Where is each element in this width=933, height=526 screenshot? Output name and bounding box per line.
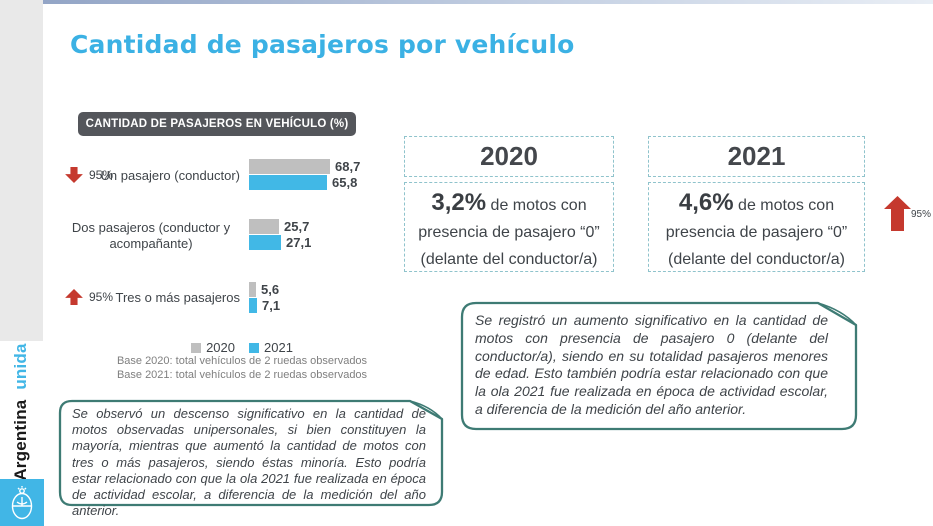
panel-2021-body: 4,6% de motos con presencia de pasajero … xyxy=(648,182,865,272)
bar-row: 68,7 xyxy=(249,159,360,174)
significance-row1: 95% xyxy=(65,167,113,183)
bar-row: 7,1 xyxy=(249,298,280,313)
base-note-2020: Base 2020: total vehículos de 2 ruedas o… xyxy=(116,355,368,367)
callout-right-text: Se registró un aumento significativo en … xyxy=(475,312,828,417)
legend-label: 2020 xyxy=(206,340,235,355)
folded-corner-line xyxy=(409,400,443,420)
significance-confidence-2021: 95% xyxy=(911,209,932,220)
value-label: 65,8 xyxy=(332,175,358,190)
value-label: 27,1 xyxy=(286,235,312,250)
chart-legend: 2020 2021 xyxy=(75,340,409,355)
base-note-2021: Base 2021: total vehículos de 2 ruedas o… xyxy=(116,368,368,381)
bar-2021-dos-pasajeros xyxy=(249,235,281,250)
chart-title-badge: CANTIDAD DE PASAJEROS EN VEHÍCULO (%) xyxy=(78,112,356,136)
callout-left: Se observó un descenso significativo en … xyxy=(58,399,444,518)
coat-of-arms-icon xyxy=(11,485,33,519)
brand-argentina-unida: Argentina unida xyxy=(11,343,31,480)
panel-2020-body: 3,2% de motos con presencia de pasajero … xyxy=(404,182,614,272)
value-label: 5,6 xyxy=(261,282,280,297)
significance-confidence: 95% xyxy=(89,290,114,304)
chart-base-notes: Base 2020: total vehículos de 2 ruedas o… xyxy=(75,355,409,382)
legend-item-2020: 2020 xyxy=(191,340,235,355)
value-label: 7,1 xyxy=(262,298,281,313)
panel-2021-year: 2021 xyxy=(648,136,865,177)
bar-2020-un-pasajero xyxy=(249,159,330,174)
panel-2020-line2: presencia de pasajero “0” xyxy=(418,224,600,241)
significance-confidence: 95% xyxy=(89,168,114,182)
bar-row: 27,1 xyxy=(249,235,311,250)
bar-2021-tres-pasajeros xyxy=(249,298,257,313)
value-label: 25,7 xyxy=(284,219,310,234)
panel-2021-stat-suffix: de motos con xyxy=(733,197,835,214)
category-label-1: Un pasajero (conductor) xyxy=(100,168,240,183)
callout-left-text: Se observó un descenso significativo en … xyxy=(72,406,426,519)
legend-item-2021: 2021 xyxy=(249,340,293,355)
callout-border xyxy=(58,399,444,507)
legend-label: 2021 xyxy=(264,340,293,355)
value-label: 68,7 xyxy=(335,159,361,174)
panel-2020-year: 2020 xyxy=(404,136,614,177)
folded-corner-line xyxy=(817,302,857,326)
callout-right: Se registró un aumento significativo en … xyxy=(460,301,858,432)
bar-2020-tres-pasajeros xyxy=(249,282,256,297)
significance-row3: 95% xyxy=(65,289,113,305)
category-label-2: Dos pasajeros (conductor y acompañante) xyxy=(71,220,231,251)
brand-suffix: unida xyxy=(11,343,30,390)
panel-2020-stat: 3,2% xyxy=(431,189,487,216)
panel-2020-stat-suffix: de motos con xyxy=(486,197,587,214)
callout-border xyxy=(460,301,858,431)
coat-of-arms-badge xyxy=(0,479,44,526)
bar-row: 65,8 xyxy=(249,175,357,190)
brand-country: Argentina xyxy=(11,399,30,481)
category-label-3: Tres o más pasajeros xyxy=(115,290,240,305)
bar-row: 5,6 xyxy=(249,282,279,297)
panel-2020-line3: (delante del conductor/a) xyxy=(420,251,598,268)
bar-row: 25,7 xyxy=(249,219,309,234)
legend-swatch-2021 xyxy=(249,342,259,353)
left-rail xyxy=(0,0,43,341)
top-accent-bar xyxy=(43,0,933,4)
brand-space xyxy=(11,390,30,395)
panel-2021-line3: (delante del conductor/a) xyxy=(668,251,845,268)
bar-2020-dos-pasajeros xyxy=(249,219,279,234)
bar-2021-un-pasajero xyxy=(249,175,327,190)
panel-2021-line2: presencia de pasajero “0” xyxy=(665,224,848,241)
panel-2021-stat: 4,6% xyxy=(678,189,734,216)
legend-swatch-2020 xyxy=(191,342,202,353)
increase-arrow-icon-large xyxy=(884,196,911,231)
decrease-arrow-icon xyxy=(65,167,83,183)
page-title: Cantidad de pasajeros por vehículo xyxy=(70,30,575,59)
increase-arrow-icon xyxy=(65,289,83,305)
